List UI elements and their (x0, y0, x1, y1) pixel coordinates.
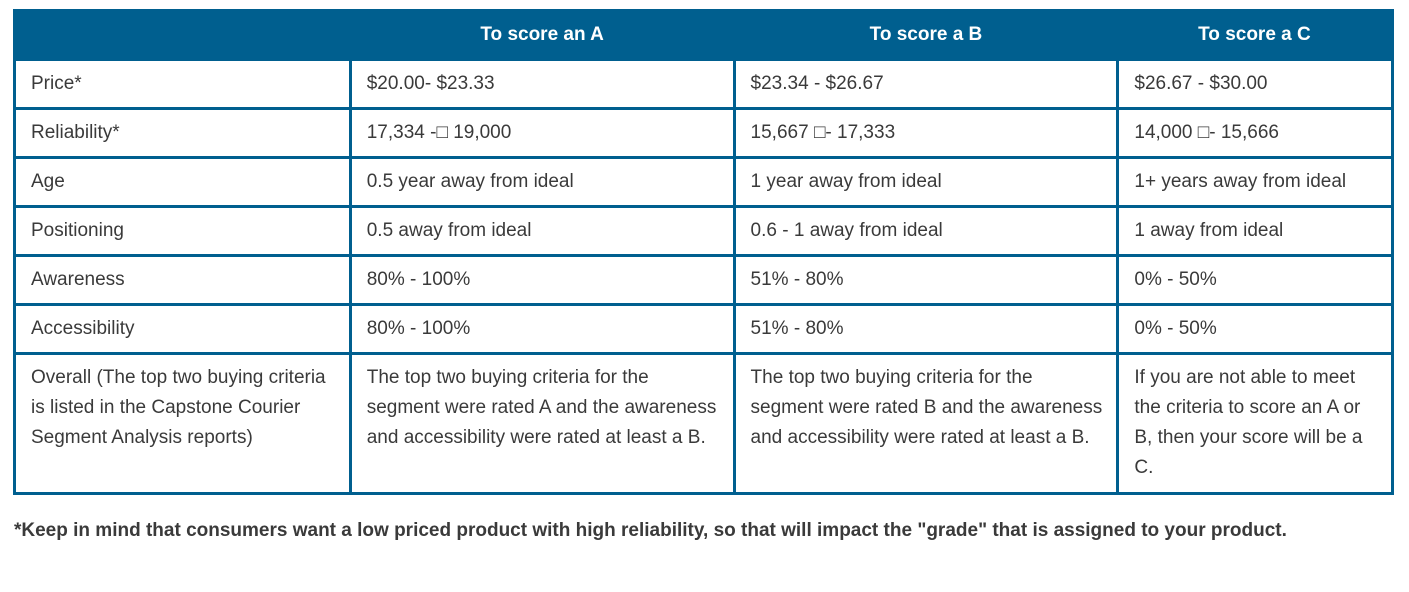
criterion-cell: Overall (The top two buying criteria is … (13, 352, 352, 495)
score-b-cell: 15,667 □- 17,333 (732, 107, 1120, 159)
header-score-c: To score a C (1117, 10, 1393, 60)
score-a-cell: 0.5 year away from ideal (348, 156, 736, 208)
score-a-cell: 17,334 -□ 19,000 (348, 107, 736, 159)
criterion-cell: Awareness (13, 254, 352, 306)
criterion-cell: Reliability* (13, 107, 352, 159)
score-a-cell: 80% - 100% (348, 254, 736, 306)
header-score-a: To score an A (350, 10, 735, 60)
table-row-age: Age 0.5 year away from ideal 1 year away… (13, 156, 1394, 208)
score-b-cell: 0.6 - 1 away from ideal (732, 205, 1120, 257)
table-row-price: Price* $20.00- $23.33 $23.34 - $26.67 $2… (13, 58, 1394, 110)
score-c-cell: 1+ years away from ideal (1116, 156, 1394, 208)
table-row-overall: Overall (The top two buying criteria is … (13, 352, 1394, 495)
table-header-row: To score an A To score a B To score a C (14, 10, 1393, 60)
header-criterion (14, 10, 351, 60)
score-a-cell: 80% - 100% (348, 303, 736, 355)
score-a-cell: $20.00- $23.33 (348, 58, 736, 110)
score-c-cell: $26.67 - $30.00 (1116, 58, 1394, 110)
table-row-reliability: Reliability* 17,334 -□ 19,000 15,667 □- … (13, 107, 1394, 159)
table-row-awareness: Awareness 80% - 100% 51% - 80% 0% - 50% (13, 254, 1394, 306)
score-b-cell: 51% - 80% (732, 303, 1120, 355)
score-b-cell: $23.34 - $26.67 (732, 58, 1120, 110)
score-a-cell: 0.5 away from ideal (348, 205, 736, 257)
score-c-cell: 1 away from ideal (1116, 205, 1394, 257)
score-b-cell: 51% - 80% (732, 254, 1120, 306)
criterion-cell: Price* (13, 58, 352, 110)
score-c-cell: 14,000 □- 15,666 (1116, 107, 1394, 159)
score-c-cell: 0% - 50% (1116, 303, 1394, 355)
grading-criteria-table: To score an A To score a B To score a C … (13, 9, 1394, 495)
score-c-cell: If you are not able to meet the criteria… (1116, 352, 1394, 495)
score-b-cell: 1 year away from ideal (732, 156, 1120, 208)
footnote-text: *Keep in mind that consumers want a low … (14, 520, 1287, 541)
table-row-accessibility: Accessibility 80% - 100% 51% - 80% 0% - … (13, 303, 1394, 355)
score-c-cell: 0% - 50% (1116, 254, 1394, 306)
criterion-cell: Accessibility (13, 303, 352, 355)
criterion-cell: Age (13, 156, 352, 208)
grading-table-container: To score an A To score a B To score a C … (13, 9, 1394, 495)
criterion-cell: Positioning (13, 205, 352, 257)
score-b-cell: The top two buying criteria for the segm… (732, 352, 1120, 495)
header-score-b: To score a B (734, 10, 1118, 60)
score-a-cell: The top two buying criteria for the segm… (348, 352, 736, 495)
table-row-positioning: Positioning 0.5 away from ideal 0.6 - 1 … (13, 205, 1394, 257)
